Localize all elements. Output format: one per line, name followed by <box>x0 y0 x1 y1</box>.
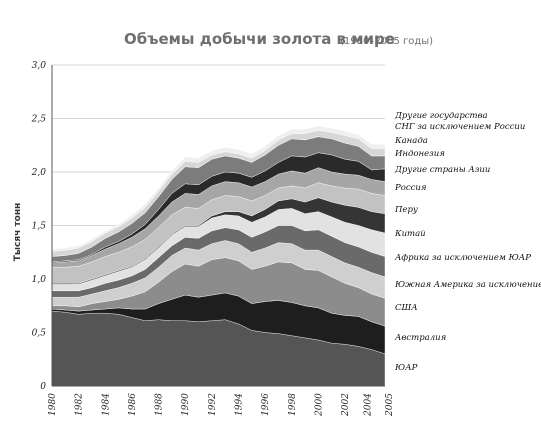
axis-layer: 0 0,5 1,0 1,5 2,0 2,5 3,0 1980 1982 1984 1986 1988 1… <box>31 61 395 417</box>
x-tick-label: 2002 <box>341 393 351 417</box>
legend-label-китай: Китай <box>394 229 426 239</box>
x-tick-label: 2000 <box>314 393 324 417</box>
legend-layer: ЮАР Австралия США Южная Америка за исключен… <box>394 111 541 373</box>
x-tick-label: 1988 <box>155 393 165 416</box>
x-tick-label: 1980 <box>48 393 58 416</box>
legend-label-австралия: Австралия <box>394 333 447 343</box>
legend-label-южная-америка-за-исключением-перу: Южная Америка за исключением Перу <box>394 280 541 290</box>
area-series-другие-государства <box>51 125 386 252</box>
x-tick-label: 1982 <box>75 393 85 416</box>
x-tick-label: 1984 <box>101 393 111 416</box>
y-tick-label: 2,5 <box>31 115 47 125</box>
x-tick-label: 1996 <box>261 393 271 416</box>
legend-label-перу: Перу <box>394 205 418 215</box>
x-tick-label: 2005 <box>385 393 395 417</box>
legend-label-другие-государства: Другие государства <box>394 111 488 121</box>
x-tick-label: 1986 <box>128 393 138 416</box>
x-tick-label: 1994 <box>235 393 245 416</box>
chart-subtitle: (1980–2005 годы) <box>340 36 433 47</box>
y-tick-label: 1,5 <box>32 222 47 232</box>
x-tick-label: 2004 <box>364 393 374 417</box>
y-tick-label: 1,0 <box>32 275 47 285</box>
y-tick-label: 2,0 <box>31 168 47 178</box>
legend-label-африка-за-исключением-юар: Африка за исключением ЮАР <box>394 253 531 263</box>
legend-label-канада: Канада <box>394 136 428 146</box>
legend-label-другие-страны-азии: Другие страны Азии <box>394 165 490 175</box>
y-tick-label: 0 <box>40 382 46 392</box>
chart-title: Объемы добычи золота в мире <box>124 30 395 48</box>
legend-label-индонезия: Индонезия <box>394 149 445 159</box>
legend-label-сша: США <box>395 303 418 313</box>
y-tick-label: 3,0 <box>32 61 47 71</box>
area-layer <box>51 125 386 387</box>
legend-label-россия: Россия <box>394 183 427 193</box>
x-tick-label: 1992 <box>208 393 218 416</box>
x-tick-label: 1998 <box>288 393 298 416</box>
legend-label-снг-за-исключением-россии: СНГ за исключением России <box>395 122 525 132</box>
legend-label-юар: ЮАР <box>394 363 418 373</box>
y-tick-label: 0,5 <box>32 329 47 339</box>
y-axis-label: Тысяч тонн <box>13 203 23 262</box>
x-tick-label: 1990 <box>181 393 191 416</box>
